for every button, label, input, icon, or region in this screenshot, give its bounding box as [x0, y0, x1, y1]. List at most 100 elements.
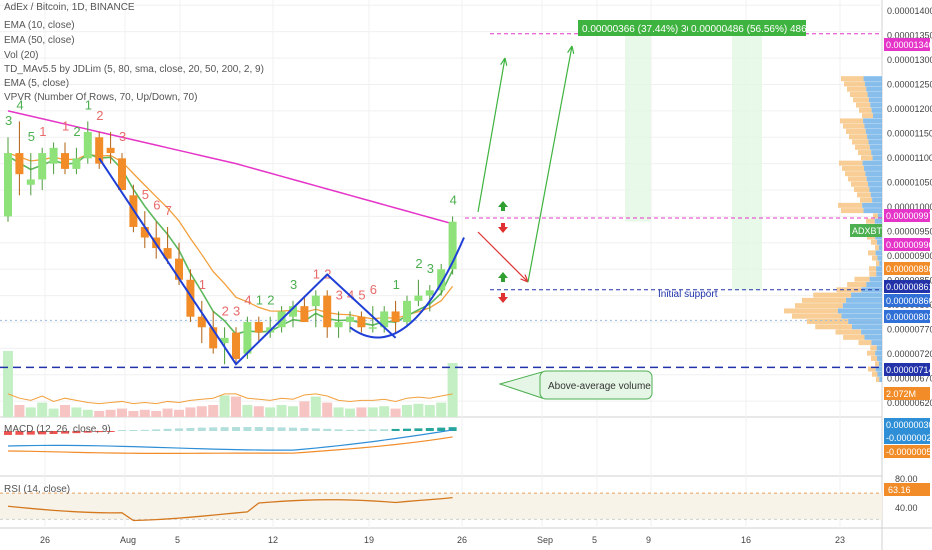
candle-body	[26, 179, 35, 185]
volume-bar	[413, 403, 424, 417]
price-tag	[850, 224, 882, 237]
volume-bar	[333, 407, 344, 417]
volume-bar	[60, 405, 70, 417]
macd-histogram-bar	[437, 427, 446, 431]
ema5-line	[7, 152, 454, 336]
macd-histogram-bar	[197, 427, 206, 431]
volume-bar	[185, 407, 196, 417]
vpvr-bar-up	[861, 155, 873, 161]
price-tick-label: 0.00000900	[887, 251, 932, 261]
macd-histogram-bar	[300, 427, 309, 431]
vpvr-bar-up	[846, 128, 866, 134]
price-tick-label: 0.00001250	[887, 80, 932, 90]
vpvr-bar-up	[839, 160, 863, 166]
macd-tag-text: -0.00000050	[886, 447, 932, 457]
vpvr-bar-down	[851, 324, 882, 330]
volume-bar	[82, 409, 93, 417]
price-tag	[884, 363, 930, 376]
rsi-pane	[0, 492, 882, 522]
volume-bar	[379, 406, 390, 417]
td-count-label: 5	[358, 287, 365, 302]
support-label: Initial support	[658, 289, 718, 300]
vpvr-bar-down	[866, 282, 882, 288]
vpvr-bar-up	[854, 187, 870, 193]
vpvr-bar-up	[869, 271, 877, 277]
volume-bar	[37, 402, 48, 417]
legend-macd: MACD (12, 26, close, 9)	[4, 424, 111, 435]
price-tag	[884, 262, 930, 275]
price-tick-label: 0.00001150	[887, 129, 932, 139]
price-tick-label: 0.00000720	[887, 349, 932, 359]
vpvr-bar-up	[842, 165, 864, 171]
rsi-band	[0, 493, 882, 520]
vpvr-bar-up	[855, 144, 870, 150]
price-tick-label: 0.00000620	[887, 398, 932, 408]
vpvr-bar-up	[869, 266, 877, 272]
vpvr-bar-up	[847, 86, 867, 92]
rsi-value-text: 63.16	[888, 485, 911, 495]
vpvr-bar-down	[876, 345, 882, 351]
vpvr-bar-down	[875, 234, 882, 240]
macd-histogram-bar	[15, 431, 24, 435]
macd-histogram-bar	[380, 429, 389, 431]
vpvr-bar-up	[848, 176, 867, 182]
vpvr-bar-up	[791, 313, 842, 319]
vpvr-bar-down	[866, 176, 882, 182]
macd-histogram-bar	[129, 430, 138, 431]
candle-body	[380, 311, 389, 328]
candle-body	[140, 226, 149, 238]
vpvr-bar-down	[864, 123, 882, 129]
vpvr-bar-down	[837, 308, 882, 314]
volume-bars	[3, 351, 458, 417]
price-tag-text: ADXBTC	[852, 226, 889, 236]
price-tag-text: 0.00000860	[886, 296, 932, 306]
volume-bar	[162, 408, 173, 417]
price-tag	[884, 294, 930, 307]
macd-histogram-bar	[220, 427, 229, 431]
candle-body	[357, 316, 366, 328]
macd-histogram-bar	[118, 430, 126, 431]
time-tick-label: 26	[40, 535, 50, 545]
candle-body	[300, 306, 309, 322]
legend-ema5: EMA (5, close)	[4, 78, 70, 89]
vpvr-bar-up	[840, 118, 864, 124]
td-count-label: 3	[290, 277, 297, 292]
vpvr-bar-down	[878, 245, 882, 251]
volume-bar	[402, 405, 412, 417]
candle-body	[414, 295, 423, 301]
projection-arrow-2-head	[567, 45, 575, 54]
vpvr-bar-down	[863, 118, 882, 124]
w-pattern	[98, 157, 465, 366]
price-axis: 0.00001400 0.00001350 0.00001300 0.00001250…	[850, 6, 932, 513]
volume-bar	[94, 411, 105, 417]
macd-histogram-bar	[414, 428, 423, 431]
td-count-label: 3	[336, 287, 343, 302]
vpvr-bar-down	[877, 371, 882, 377]
vpvr-bar-up	[849, 134, 868, 140]
projection-arrow-1-head	[500, 57, 508, 66]
td-count-label: 3	[233, 303, 240, 318]
time-tick-label: 5	[175, 535, 180, 545]
time-tick-label: 23	[835, 535, 845, 545]
candle-body	[403, 300, 411, 322]
volume-bar	[436, 402, 447, 417]
td-count-label: 2	[73, 124, 80, 139]
td-count-label: 3	[5, 113, 12, 128]
volume-bar	[105, 409, 116, 417]
candle-body	[83, 131, 92, 159]
vpvr-bar-up	[845, 171, 866, 177]
vpvr-bar-down	[851, 292, 882, 298]
price-tick-label: 0.00001000	[887, 202, 932, 212]
vpvr-bar-down	[877, 239, 882, 245]
macd-histogram-bar	[403, 428, 411, 431]
vpvr-bar-down	[865, 171, 882, 177]
candle-body	[254, 321, 263, 333]
macd-signal-line	[7, 436, 453, 454]
candle-body	[175, 258, 183, 280]
volume-bar	[14, 405, 25, 417]
target-label-2: 0.00000486 (56.56%) 486	[688, 20, 807, 36]
volume-callout: Above-average volume	[498, 370, 653, 400]
vpvr-bar-down	[866, 86, 882, 92]
time-tick-label: Sep	[537, 535, 553, 545]
